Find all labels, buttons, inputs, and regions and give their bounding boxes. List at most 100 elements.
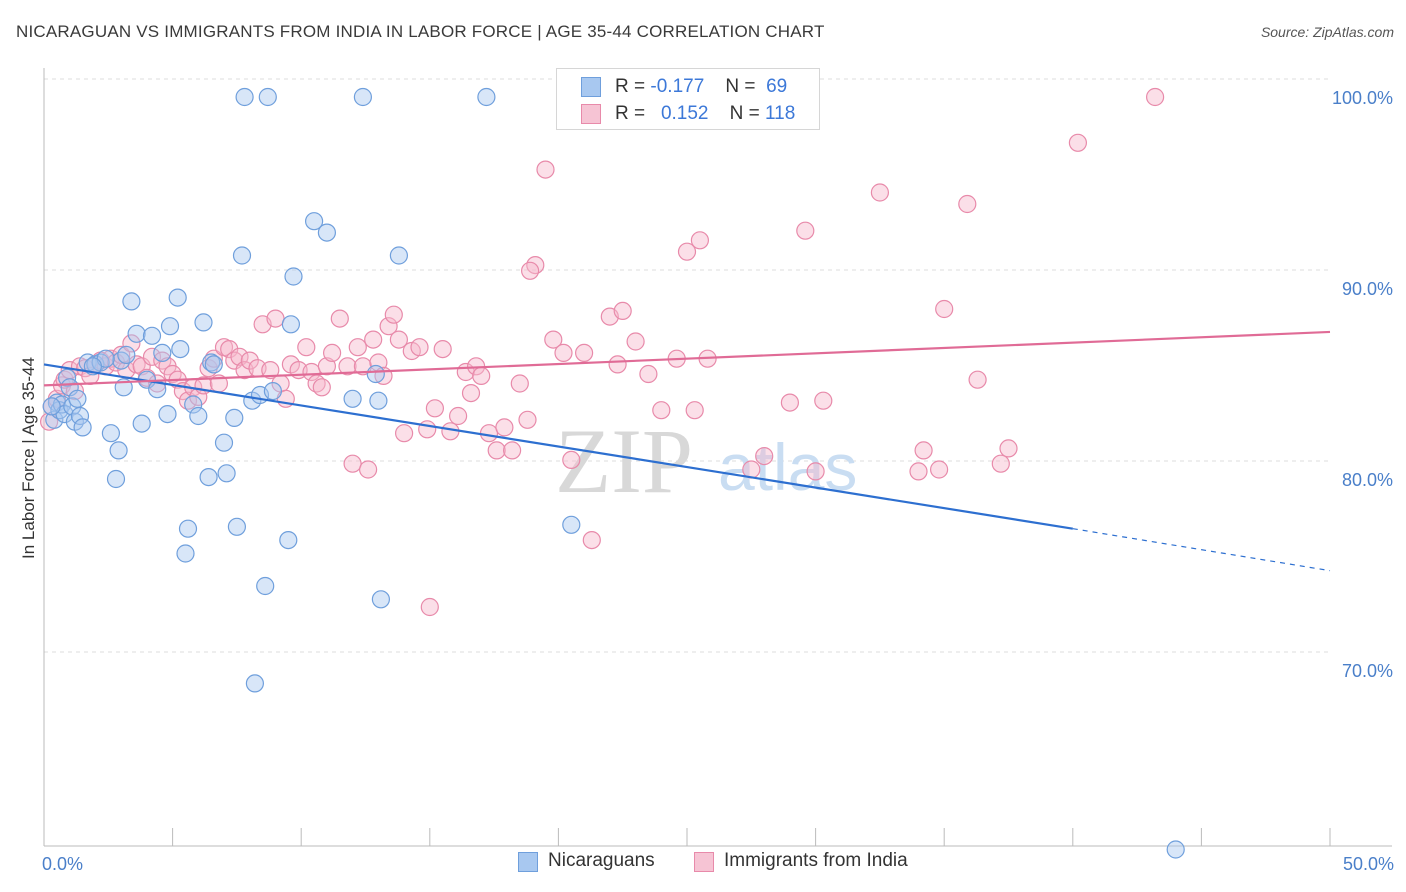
india-point-40 xyxy=(240,351,259,370)
india-point-25 xyxy=(163,364,182,384)
watermark-zip: ZIP xyxy=(555,410,693,512)
trend-lines xyxy=(43,330,1331,572)
india-point-109 xyxy=(870,183,890,202)
trend-line-india xyxy=(43,330,1331,387)
nicaraguan-point-54 xyxy=(284,267,303,286)
india-point-86 xyxy=(536,160,555,179)
india-point-115 xyxy=(968,370,987,389)
nicaraguan-point-53 xyxy=(281,315,300,334)
india-point-69 xyxy=(410,338,429,357)
nicaraguan-point-9 xyxy=(68,389,87,408)
nicaraguan-point-41 xyxy=(217,464,236,483)
nicaraguan-point-56 xyxy=(317,223,336,242)
india-point-55 xyxy=(330,309,349,328)
india-point-79 xyxy=(479,424,499,443)
x-tick-label-min: 0.0% xyxy=(42,854,83,874)
india-point-78 xyxy=(472,366,491,385)
nicaraguan-point-19 xyxy=(109,441,128,460)
nicaraguan-point-36 xyxy=(194,313,213,332)
india-point-94 xyxy=(613,301,632,320)
india-point-53 xyxy=(317,357,336,376)
nicaraguan-point-61 xyxy=(371,590,390,609)
nicaraguan-point-62 xyxy=(389,246,408,265)
nicaraguan-point-57 xyxy=(343,389,362,408)
india-point-81 xyxy=(495,418,514,437)
nicaraguan-point-63 xyxy=(477,87,496,107)
india-point-57 xyxy=(343,454,362,473)
india-point-58 xyxy=(348,338,367,357)
india-point-93 xyxy=(608,355,627,374)
india-point-114 xyxy=(958,194,977,214)
india-point-67 xyxy=(395,424,414,443)
india-point-99 xyxy=(677,242,697,261)
nicaraguan-point-64 xyxy=(562,515,581,534)
nicaraguan-point-32 xyxy=(178,519,198,538)
india-point-61 xyxy=(364,330,383,349)
india-point-117 xyxy=(999,439,1018,458)
bottom-legend-swatch-pink xyxy=(694,852,714,872)
india-point-111 xyxy=(914,441,933,460)
bottom-legend-swatch-blue xyxy=(518,852,538,872)
x-tick-label-max: 50.0% xyxy=(1343,854,1394,874)
india-point-87 xyxy=(544,330,563,349)
nicaraguan-point-47 xyxy=(245,674,264,693)
india-point-70 xyxy=(418,420,437,439)
nicaraguan-point-34 xyxy=(184,395,203,414)
nicaraguan-point-60 xyxy=(369,391,388,410)
series-india-points xyxy=(39,87,1165,617)
india-point-56 xyxy=(338,357,357,376)
trend-line-nicaraguans xyxy=(43,363,1073,530)
india-point-101 xyxy=(690,231,710,250)
nicaraguan-point-43 xyxy=(227,517,246,536)
bottom-legend-label-india: Immigrants from India xyxy=(724,850,908,871)
nicaraguan-point-11 xyxy=(73,418,92,437)
nicaraguan-point-16 xyxy=(112,351,131,370)
nicaraguan-point-33 xyxy=(176,544,195,563)
trend-line-nicaraguans-extrapolated xyxy=(1072,528,1331,572)
india-point-121 xyxy=(420,597,439,617)
bottom-legend-label-nicaraguans: Nicaraguans xyxy=(548,850,655,871)
india-point-64 xyxy=(379,317,398,336)
y-tick-labels: 70.0% 80.0% 90.0% 100.0% xyxy=(1332,88,1393,681)
india-point-97 xyxy=(652,401,671,420)
nicaraguan-point-21 xyxy=(122,292,141,311)
nicaraguan-point-68 xyxy=(1166,840,1185,859)
india-point-116 xyxy=(991,454,1010,473)
india-point-100 xyxy=(685,401,704,420)
nicaraguan-point-55 xyxy=(305,212,324,231)
india-point-89 xyxy=(562,450,581,469)
nicaraguan-point-52 xyxy=(279,530,298,550)
nicaraguan-point-22 xyxy=(127,324,146,343)
nicaraguan-point-51 xyxy=(263,382,282,401)
india-point-96 xyxy=(639,364,658,384)
nicaraguan-point-30 xyxy=(168,288,187,307)
india-point-49 xyxy=(297,338,316,357)
y-tick-label-90: 90.0% xyxy=(1342,279,1393,299)
india-point-112 xyxy=(929,460,949,479)
nicaraguan-point-35 xyxy=(189,406,208,426)
nicaraguan-point-27 xyxy=(153,343,172,362)
india-point-80 xyxy=(487,441,506,460)
india-point-17 xyxy=(122,334,141,353)
nicaraguan-point-59 xyxy=(366,364,385,384)
india-point-72 xyxy=(433,340,452,359)
legend-swatch-blue xyxy=(581,77,601,97)
y-tick-label-70: 70.0% xyxy=(1342,661,1393,681)
zipatlas-watermark: ZIP atlas xyxy=(555,410,857,512)
india-point-104 xyxy=(755,447,774,466)
india-point-88 xyxy=(554,343,573,362)
y-tick-label-80: 80.0% xyxy=(1342,470,1393,490)
india-point-91 xyxy=(582,530,601,550)
india-point-83 xyxy=(510,374,529,393)
nicaraguan-point-29 xyxy=(160,317,180,336)
nicaraguan-point-49 xyxy=(258,87,277,107)
india-point-106 xyxy=(796,221,815,240)
india-point-60 xyxy=(359,460,378,479)
nicaraguan-point-40 xyxy=(214,433,234,452)
nicaraguan-point-28 xyxy=(158,405,177,424)
watermark-atlas: atlas xyxy=(718,430,857,504)
legend-swatch-pink xyxy=(581,104,601,124)
india-point-113 xyxy=(935,299,954,319)
nicaraguan-point-38 xyxy=(202,353,221,372)
chart-title: NICARAGUAN VS IMMIGRANTS FROM INDIA IN L… xyxy=(16,22,825,41)
